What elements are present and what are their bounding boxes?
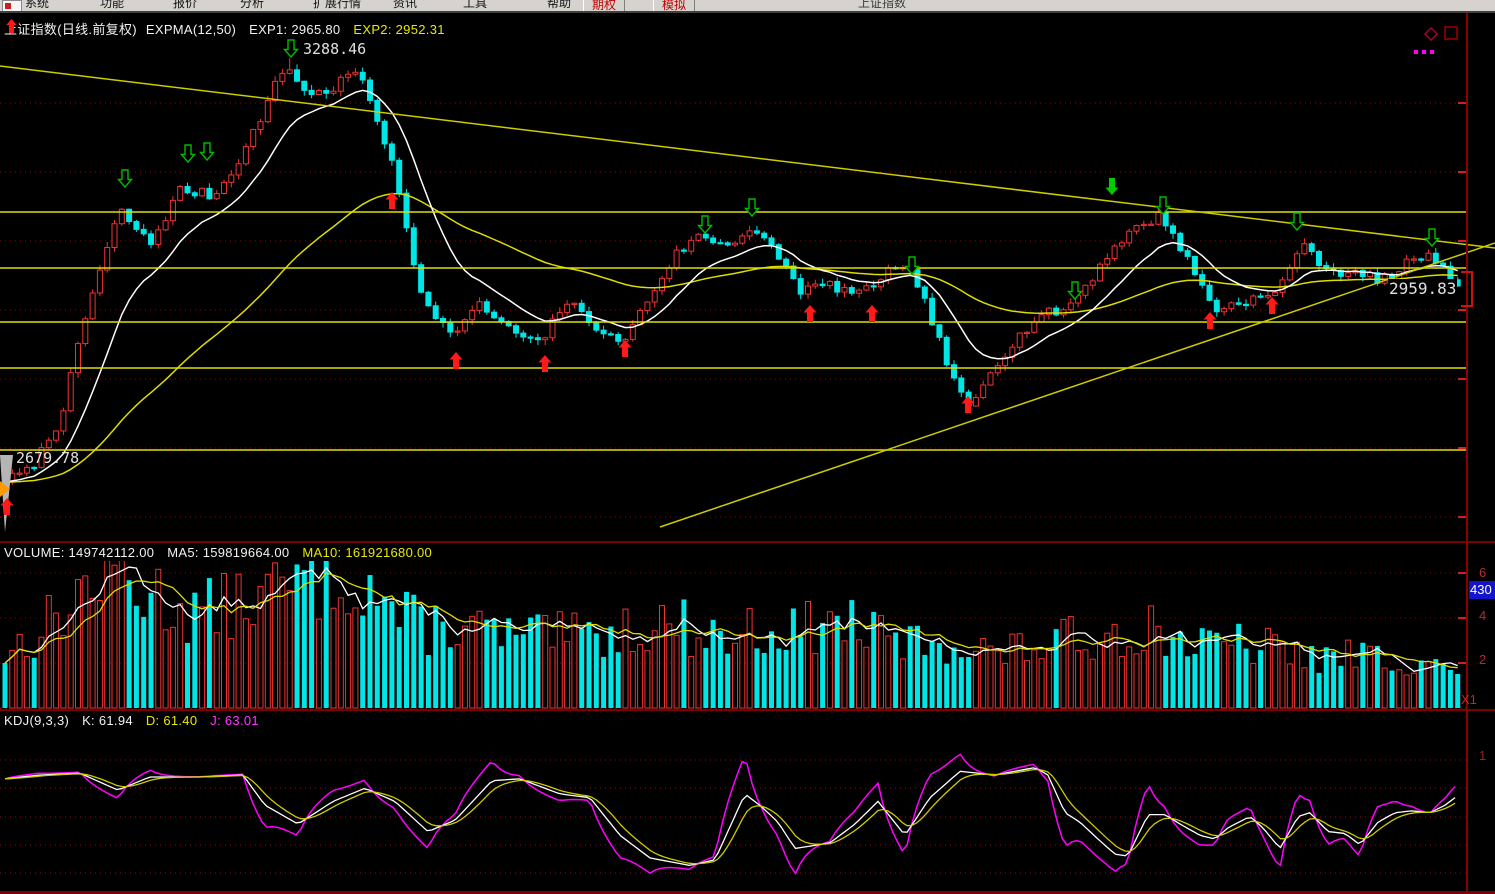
sell-signal-arrow (903, 256, 921, 276)
panel-separator (0, 541, 1495, 543)
menu-item-5[interactable]: 扩展行情 (313, 0, 362, 10)
volume-axis-badge: 430 (1469, 581, 1495, 599)
panel-separator (0, 709, 1495, 711)
signal-arrow (385, 192, 399, 209)
kdj-k-value: K: 61.94 (82, 713, 133, 728)
sell-signal-arrow (116, 169, 134, 189)
signal-arrow (1265, 297, 1279, 314)
sell-signal-arrow (1154, 196, 1172, 216)
volume-scale-label: X1 (1461, 692, 1477, 707)
volume-header: VOLUME: 149742112.00 MA5: 159819664.00 M… (4, 545, 441, 560)
volume-value: VOLUME: 149742112.00 (4, 545, 155, 560)
signal-arrow (1203, 312, 1217, 329)
app-icon[interactable] (2, 0, 22, 11)
volume-axis-tick: 4 (1479, 608, 1487, 623)
signal-arrow (0, 498, 14, 515)
bottom-border (0, 891, 1495, 894)
volume-ma5-value: MA5: 159819664.00 (167, 545, 290, 560)
low-price-label: 2679.78 (16, 449, 80, 467)
symbol-title: 上证指数(日线.前复权) (4, 22, 137, 37)
kdj-indicator-name: KDJ(9,3,3) (4, 713, 70, 728)
kdj-axis-tick: 1 (1479, 748, 1487, 763)
kdj-d-value: D: 61.40 (145, 713, 198, 728)
volume-chart-svg[interactable] (0, 561, 1495, 711)
sell-signal-arrow (179, 144, 197, 164)
volume-ma10-value: MA10: 161921680.00 (302, 545, 433, 560)
more-options-icon[interactable] (1414, 41, 1438, 59)
kdj-chart-svg[interactable] (0, 729, 1495, 894)
last-price-bracket (1461, 271, 1473, 307)
signal-arrow (865, 305, 879, 322)
sell-signal-arrow (1288, 212, 1306, 232)
app-icon-glyph (5, 3, 11, 9)
last-price-label: 2959.83 (1388, 279, 1458, 298)
menu-item-7[interactable]: 工具 (463, 0, 488, 10)
signal-arrow (449, 352, 463, 369)
up-arrow-icon (6, 19, 17, 33)
sell-signal-arrow (198, 142, 216, 162)
signal-arrow (961, 396, 975, 413)
menu-hot-item-1[interactable]: 期权 (583, 0, 626, 11)
sell-signal-arrow (1423, 228, 1441, 248)
kdj-j-value: J: 63.01 (210, 713, 259, 728)
signal-arrow (538, 355, 552, 372)
menu-item-2[interactable]: 功能 (100, 0, 125, 10)
exp1-value: EXP1: 2965.80 (249, 22, 341, 37)
menu-hot-item-2[interactable]: 模拟 (653, 0, 696, 11)
menu-item-6[interactable]: 资讯 (393, 0, 418, 10)
signal-arrow (803, 305, 817, 322)
kdj-header: KDJ(9,3,3) K: 61.94 D: 61.40 J: 63.01 (4, 713, 268, 728)
signal-arrow (1105, 178, 1119, 195)
diamond-tool-icon[interactable] (1424, 27, 1438, 41)
menu-item-1[interactable]: 系统 (25, 0, 50, 10)
menu-item-4[interactable]: 分析 (240, 0, 265, 10)
peak-price-label: 3288.46 (303, 40, 367, 58)
price-axis-line (1466, 13, 1468, 892)
square-tool-icon[interactable] (1444, 26, 1458, 40)
signal-arrow (618, 340, 632, 357)
sell-signal-arrow (696, 215, 714, 235)
main-chart-svg[interactable] (0, 13, 1495, 541)
volume-axis-tick: 6 (1479, 565, 1487, 580)
menu-item-3[interactable]: 报价 (173, 0, 198, 10)
sell-signal-arrow (1066, 281, 1084, 301)
menu-bar: 上证指数 系统 功能 报价 分析 扩展行情 资讯 工具 帮助 期权 模拟 (0, 0, 1495, 13)
sell-signal-arrow (282, 39, 300, 59)
main-chart-header: 上证指数(日线.前复权) EXPMA(12,50) EXP1: 2965.80 E… (4, 19, 454, 38)
sell-signal-arrow (743, 198, 761, 218)
exp2-value: EXP2: 2952.31 (353, 22, 445, 37)
status-text: 上证指数 (858, 0, 907, 10)
menu-item-8[interactable]: 帮助 (547, 0, 572, 10)
volume-axis-tick: 2 (1479, 652, 1487, 667)
indicator-name: EXPMA(12,50) (145, 22, 237, 37)
